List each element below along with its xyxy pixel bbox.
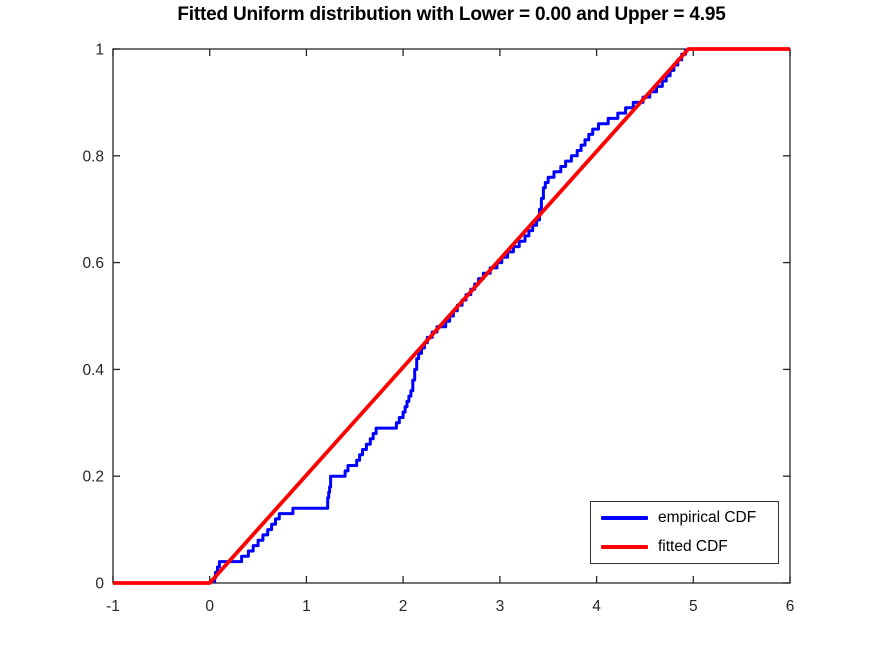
x-tick-label: 5 [689, 598, 698, 615]
chart-title: Fitted Uniform distribution with Lower =… [177, 4, 726, 25]
y-tick-label: 0.2 [82, 469, 104, 486]
legend-line-sample-empirical [601, 516, 648, 520]
x-tick-label: -1 [106, 598, 120, 615]
x-tick-label: 1 [302, 598, 311, 615]
legend-label-empirical: empirical CDF [658, 509, 757, 526]
legend-label-fitted: fitted CDF [658, 538, 728, 555]
y-tick-label: 1 [95, 42, 104, 59]
legend-line-sample-fitted [601, 545, 648, 549]
y-tick-label: 0.8 [82, 148, 104, 165]
y-tick-label: 0.6 [82, 255, 104, 272]
legend-entry-fitted: fitted CDF [601, 535, 778, 559]
x-tick-label: 2 [399, 598, 408, 615]
x-tick-label: 6 [786, 598, 795, 615]
legend-entry-empirical: empirical CDF [601, 506, 778, 530]
y-tick-label: 0 [95, 576, 104, 593]
y-tick-label: 0.4 [82, 362, 104, 379]
x-tick-label: 4 [592, 598, 601, 615]
x-tick-label: 3 [496, 598, 505, 615]
fitted-cdf-curve [113, 47, 790, 585]
legend: empirical CDF fitted CDF [590, 501, 779, 564]
x-tick-label: 0 [205, 598, 214, 615]
plot-border [112, 48, 791, 584]
